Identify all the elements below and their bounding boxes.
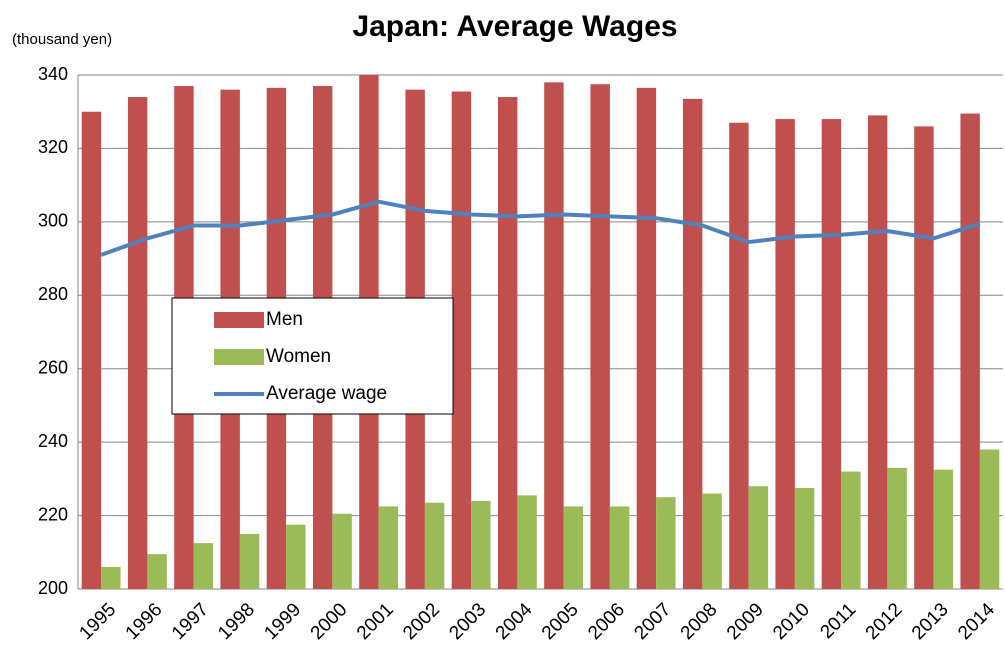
x-tick-label: 2014 — [954, 599, 999, 644]
y-tick-label: 300 — [38, 211, 68, 231]
bar — [590, 84, 610, 589]
bar — [636, 87, 657, 589]
x-tick-label: 2006 — [584, 599, 629, 644]
x-tick-label: 2005 — [538, 599, 583, 644]
bar — [609, 506, 630, 589]
line — [100, 199, 981, 257]
marks — [81, 75, 1000, 590]
x-tick-label: 2008 — [677, 599, 722, 644]
bar — [127, 97, 148, 590]
bar — [239, 533, 260, 589]
chart-title: Japan: Average Wages — [352, 10, 677, 43]
x-tick-label: 1995 — [75, 599, 120, 644]
x-tick-label: 2010 — [769, 599, 814, 644]
x-tick-label: 2004 — [492, 599, 537, 644]
bar — [979, 449, 1000, 589]
x-tick-label: 1999 — [260, 599, 305, 644]
bar — [147, 554, 167, 589]
bar — [729, 122, 749, 589]
x-tick-label: 2011 — [816, 599, 860, 643]
legend-label: Men — [266, 309, 303, 330]
y-tick-label: 200 — [38, 578, 68, 598]
x-tick-label: 1997 — [168, 599, 213, 644]
y-tick-label: 280 — [38, 284, 68, 304]
bar — [841, 471, 861, 589]
bar — [933, 469, 954, 589]
y-tick-label: 340 — [38, 64, 68, 84]
x-tick-label: 2001 — [353, 599, 398, 644]
x-tick-label: 2013 — [908, 599, 953, 644]
x-tick-label: 2003 — [445, 599, 490, 644]
bar — [451, 91, 472, 590]
y-tick-label: 260 — [38, 357, 68, 377]
bar — [960, 113, 980, 590]
bar — [821, 119, 842, 590]
bar — [656, 497, 676, 589]
legend-label: Women — [266, 346, 331, 367]
x-tick-label: 2002 — [399, 599, 444, 644]
bar — [471, 500, 491, 589]
bar — [867, 115, 888, 589]
x-tick-label: 1998 — [214, 599, 259, 644]
legend-swatch — [214, 312, 264, 328]
legend-label: Average wage — [266, 383, 387, 404]
bar — [332, 513, 352, 589]
bar — [748, 486, 769, 589]
bar — [682, 98, 703, 589]
bar — [286, 524, 306, 589]
bar — [794, 488, 815, 589]
y-tick-label: 240 — [38, 431, 68, 451]
bar — [775, 119, 795, 590]
x-tick-label: 2007 — [630, 599, 675, 644]
bar — [378, 506, 399, 589]
bar — [887, 467, 907, 589]
bar — [544, 82, 564, 589]
bar — [497, 97, 518, 590]
bar — [517, 495, 537, 589]
bar — [914, 126, 934, 590]
x-tick-label: 1996 — [122, 599, 167, 644]
x-tick-label: 2009 — [723, 599, 768, 644]
legend-swatch — [214, 349, 264, 365]
bar — [101, 566, 121, 589]
bar — [193, 543, 214, 589]
y-axis-label: (thousand yen) — [12, 31, 112, 48]
y-tick-label: 220 — [38, 504, 68, 524]
bar — [424, 502, 445, 589]
x-tick-label: 2012 — [862, 599, 907, 644]
y-tick-label: 320 — [38, 137, 68, 157]
x-tick-label: 2000 — [307, 599, 352, 644]
bar — [563, 506, 584, 589]
bar — [702, 493, 722, 589]
bar — [81, 111, 102, 589]
